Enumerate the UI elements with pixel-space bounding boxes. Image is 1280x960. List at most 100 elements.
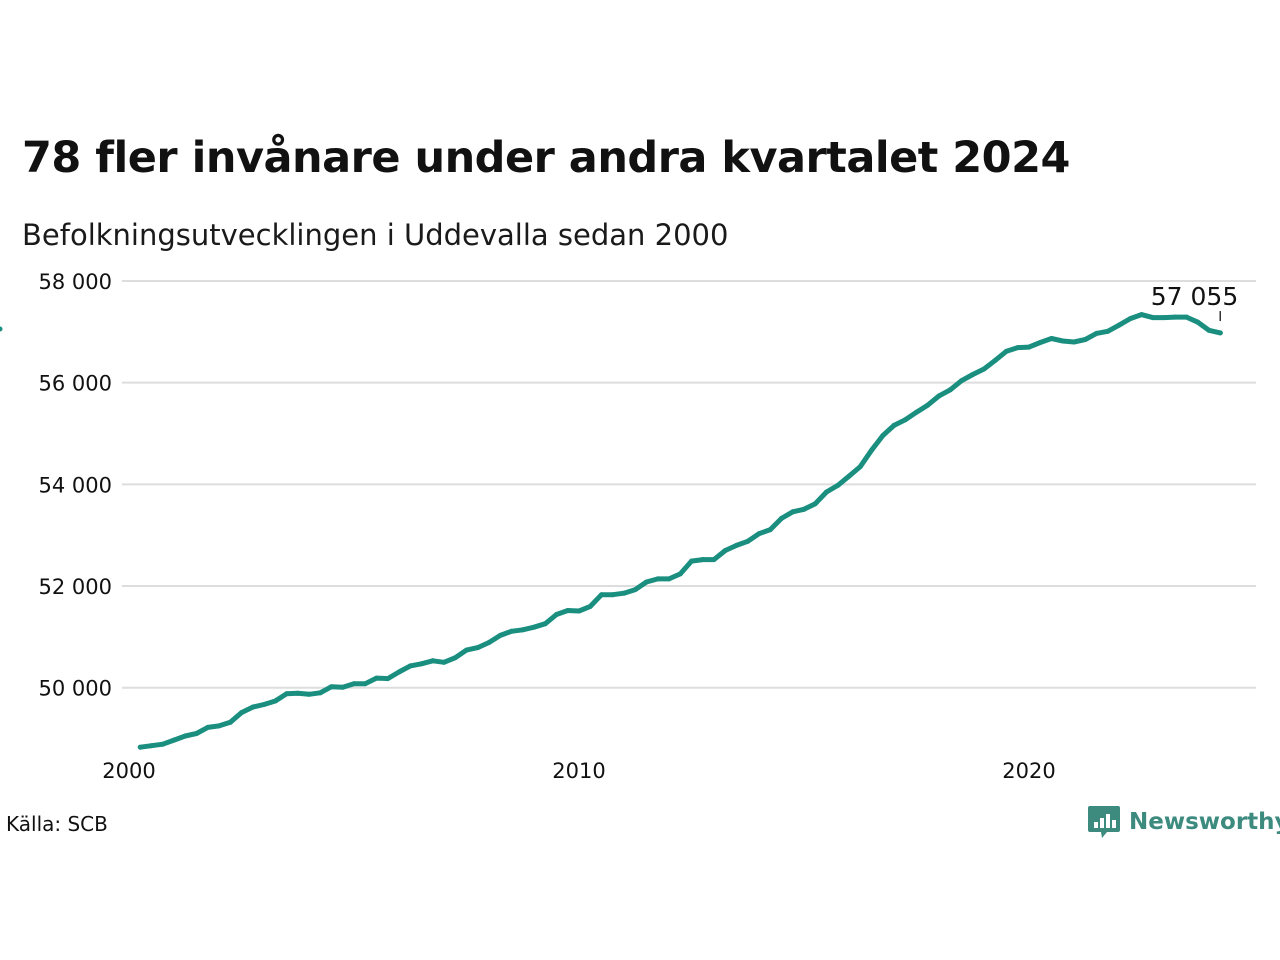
data-point	[767, 527, 773, 533]
data-point	[216, 723, 222, 729]
grid-layer	[122, 280, 1256, 689]
data-point	[362, 681, 368, 687]
newsworthy-logo-icon	[1088, 806, 1120, 838]
data-point	[981, 366, 987, 372]
data-point	[891, 422, 897, 428]
data-point	[1082, 337, 1088, 342]
data-point	[486, 640, 492, 645]
x-tick-label: 2000	[102, 759, 155, 783]
annotation-layer: 57 055	[1151, 282, 1238, 322]
data-point	[317, 690, 323, 696]
data-point	[1161, 315, 1167, 321]
data-point	[1049, 336, 1054, 341]
brand-name: Newsworthy	[1129, 809, 1280, 835]
data-point	[677, 571, 683, 577]
chart-subtitle: Befolkningsutvecklingen i Uddevalla seda…	[22, 218, 729, 252]
data-point	[329, 684, 334, 690]
source-note: Källa: SCB	[6, 812, 108, 836]
data-point	[396, 669, 402, 675]
data-point	[1150, 315, 1156, 321]
data-point	[1184, 314, 1189, 320]
data-point	[261, 702, 267, 707]
data-point	[385, 676, 391, 682]
data-point	[902, 417, 908, 423]
data-point	[576, 608, 582, 614]
data-point	[587, 603, 593, 609]
data-point	[925, 402, 931, 408]
data-point	[936, 393, 942, 399]
data-point	[610, 592, 616, 598]
data-point	[1127, 316, 1133, 322]
data-point	[1139, 312, 1144, 318]
data-point	[1217, 330, 1223, 336]
data-point	[160, 741, 166, 747]
y-tick-label: 50 000	[39, 677, 112, 701]
data-point	[1071, 339, 1077, 345]
data-point	[959, 378, 964, 384]
data-point	[835, 482, 841, 488]
data-point	[531, 624, 537, 630]
data-point	[520, 627, 526, 633]
data-point	[599, 592, 604, 598]
data-point	[1116, 322, 1122, 328]
x-axis: 2000 2010 2020	[102, 759, 1055, 783]
data-point	[869, 447, 874, 453]
data-point	[1195, 319, 1201, 325]
data-point	[812, 501, 818, 507]
data-point	[756, 531, 762, 537]
y-tick-label: 56 000	[39, 372, 112, 396]
y-axis: 50 000 52 000 54 000 56 000 58 000	[39, 270, 112, 701]
data-point	[205, 724, 211, 730]
data-point	[846, 473, 852, 479]
data-point	[745, 538, 751, 544]
data-point	[1004, 348, 1009, 354]
data-point	[272, 698, 278, 704]
data-point	[947, 387, 953, 393]
data-point	[700, 557, 706, 563]
data-point	[194, 731, 199, 736]
data-point	[351, 681, 357, 687]
data-point	[655, 576, 661, 582]
data-point	[644, 579, 649, 585]
data-point	[464, 647, 469, 653]
data-point	[1105, 328, 1111, 334]
chart-title: 78 fler invånare under andra kvartalet 2…	[22, 133, 1070, 183]
data-point	[239, 710, 244, 716]
x-tick-label: 2010	[552, 759, 605, 783]
data-point	[284, 691, 289, 697]
x-tick-label: 2020	[1002, 759, 1055, 783]
data-point	[149, 743, 154, 749]
data-point	[430, 658, 436, 664]
data-point	[452, 655, 458, 661]
data-point	[565, 608, 571, 613]
series-line	[137, 312, 1223, 750]
data-point	[621, 590, 627, 596]
data-point	[171, 737, 177, 743]
data-point	[0, 326, 3, 332]
data-point	[497, 632, 503, 638]
data-point	[1026, 344, 1032, 350]
y-tick-label: 54 000	[39, 473, 112, 497]
data-point	[182, 733, 188, 739]
brand-logo[interactable]: Newsworthy	[1087, 804, 1280, 840]
data-point	[542, 621, 548, 627]
data-point	[1015, 345, 1021, 351]
data-point	[137, 744, 143, 750]
data-point	[779, 515, 784, 521]
data-point	[340, 684, 346, 690]
data-point	[801, 506, 807, 512]
data-point	[857, 464, 863, 470]
y-tick-label: 58 000	[39, 270, 112, 294]
data-point	[227, 719, 233, 725]
last-value-label: 57 055	[1151, 282, 1238, 311]
data-point	[1094, 330, 1099, 336]
data-point	[441, 659, 447, 665]
data-point	[250, 704, 256, 710]
data-point	[509, 628, 514, 634]
data-point	[666, 576, 672, 582]
data-point	[554, 612, 559, 617]
data-point	[306, 691, 312, 697]
data-point	[880, 433, 886, 439]
data-point	[722, 548, 728, 553]
